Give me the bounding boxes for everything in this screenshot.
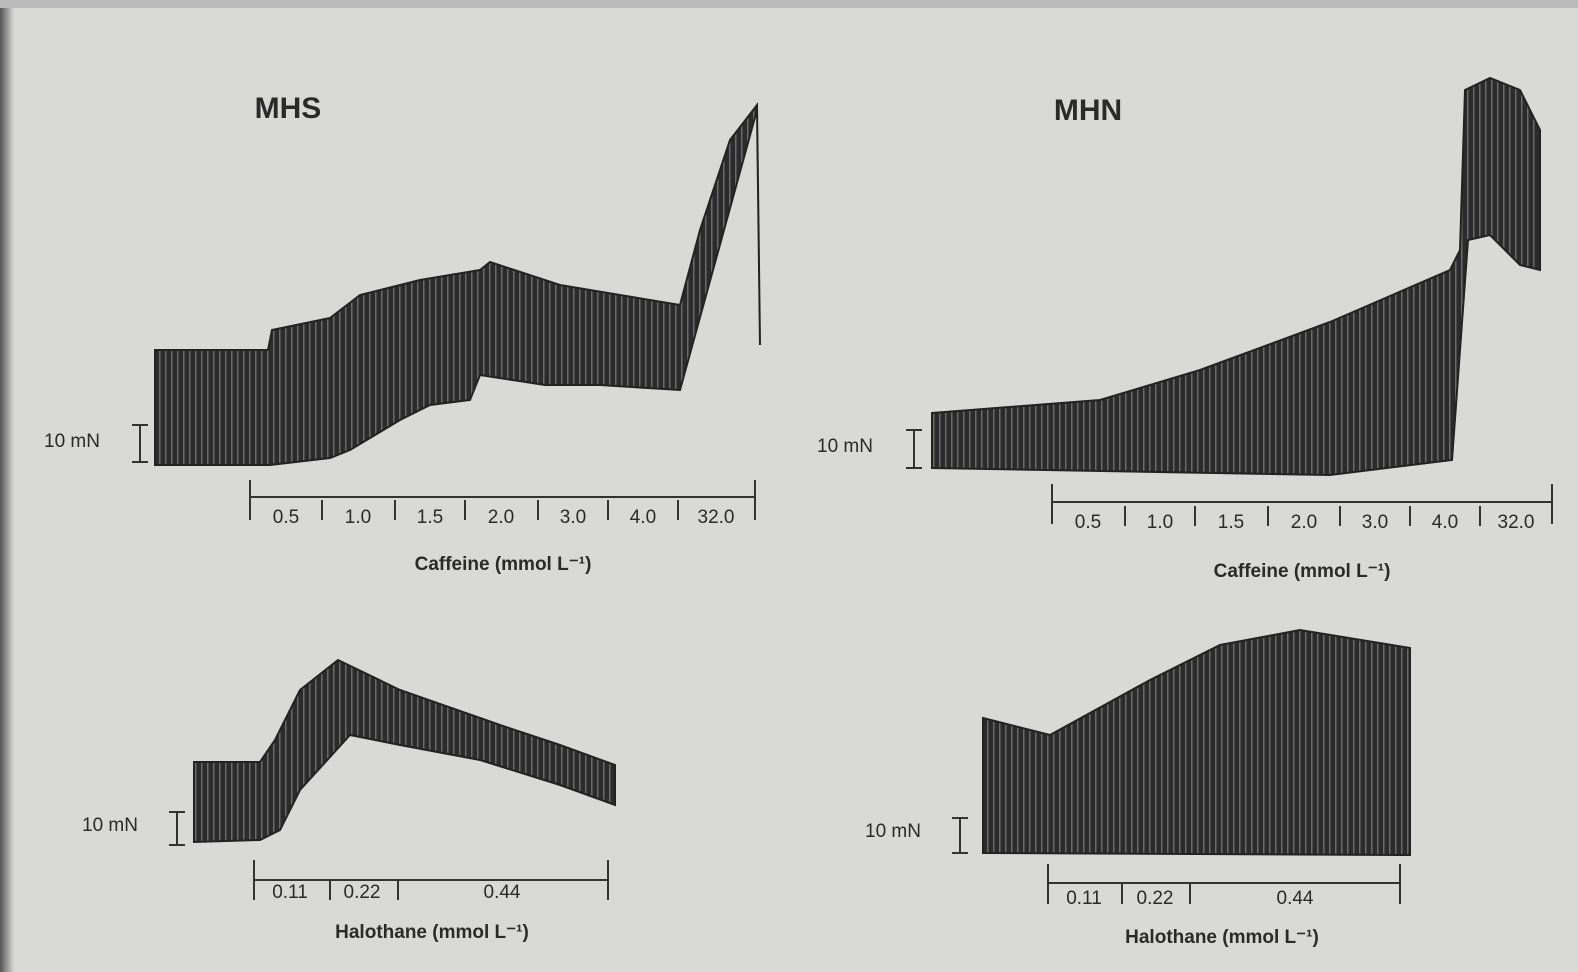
axis-label: Caffeine (mmol L⁻¹)	[1214, 561, 1391, 582]
segment-label: 4.0	[630, 507, 656, 528]
segment-label: 0.5	[273, 507, 299, 528]
scale-label: 10 mN	[817, 436, 873, 457]
segment-label: 0.22	[344, 882, 381, 903]
segment-label: 2.0	[1291, 512, 1317, 533]
segment-label: 0.11	[1066, 888, 1102, 909]
segment-label: 0.5	[1075, 512, 1101, 533]
segment-label: 3.0	[1362, 512, 1388, 533]
segment-label: 0.44	[1277, 888, 1314, 909]
segment-label: 32.0	[698, 507, 735, 528]
axis-label: Caffeine (mmol L⁻¹)	[415, 554, 592, 575]
scale-bar	[132, 425, 148, 462]
axis-label: Halothane (mmol L⁻¹)	[1125, 927, 1319, 948]
scale-bar	[952, 818, 968, 853]
segment-label: 3.0	[560, 507, 586, 528]
segment-label: 1.0	[345, 507, 371, 528]
photo-edge	[0, 0, 14, 972]
axis-label: Halothane (mmol L⁻¹)	[335, 922, 529, 943]
figure: MHS 10 mN 0.5 1.0 1.5 2.0 3.0 4.0 32.0 C…	[0, 0, 1578, 972]
segment-label: 1.5	[417, 507, 443, 528]
trace	[983, 630, 1410, 855]
segment-label: 0.44	[484, 882, 521, 903]
scale-bar	[906, 430, 922, 468]
segment-label: 1.0	[1147, 512, 1173, 533]
segment-label: 32.0	[1498, 512, 1535, 533]
segment-label: 4.0	[1432, 512, 1458, 533]
trace	[155, 105, 760, 465]
panel-title: MHS	[255, 92, 322, 125]
scale-label: 10 mN	[44, 431, 100, 452]
photo-edge	[0, 0, 1578, 8]
scale-label: 10 mN	[82, 815, 138, 836]
panel-title: MHN	[1054, 94, 1122, 127]
segment-label: 0.22	[1137, 888, 1174, 909]
trace	[194, 660, 615, 842]
segment-label: 0.11	[272, 882, 308, 903]
segment-label: 2.0	[488, 507, 514, 528]
trace	[932, 78, 1540, 475]
scale-bar	[169, 812, 185, 845]
segment-label: 1.5	[1218, 512, 1244, 533]
scale-label: 10 mN	[865, 821, 921, 842]
